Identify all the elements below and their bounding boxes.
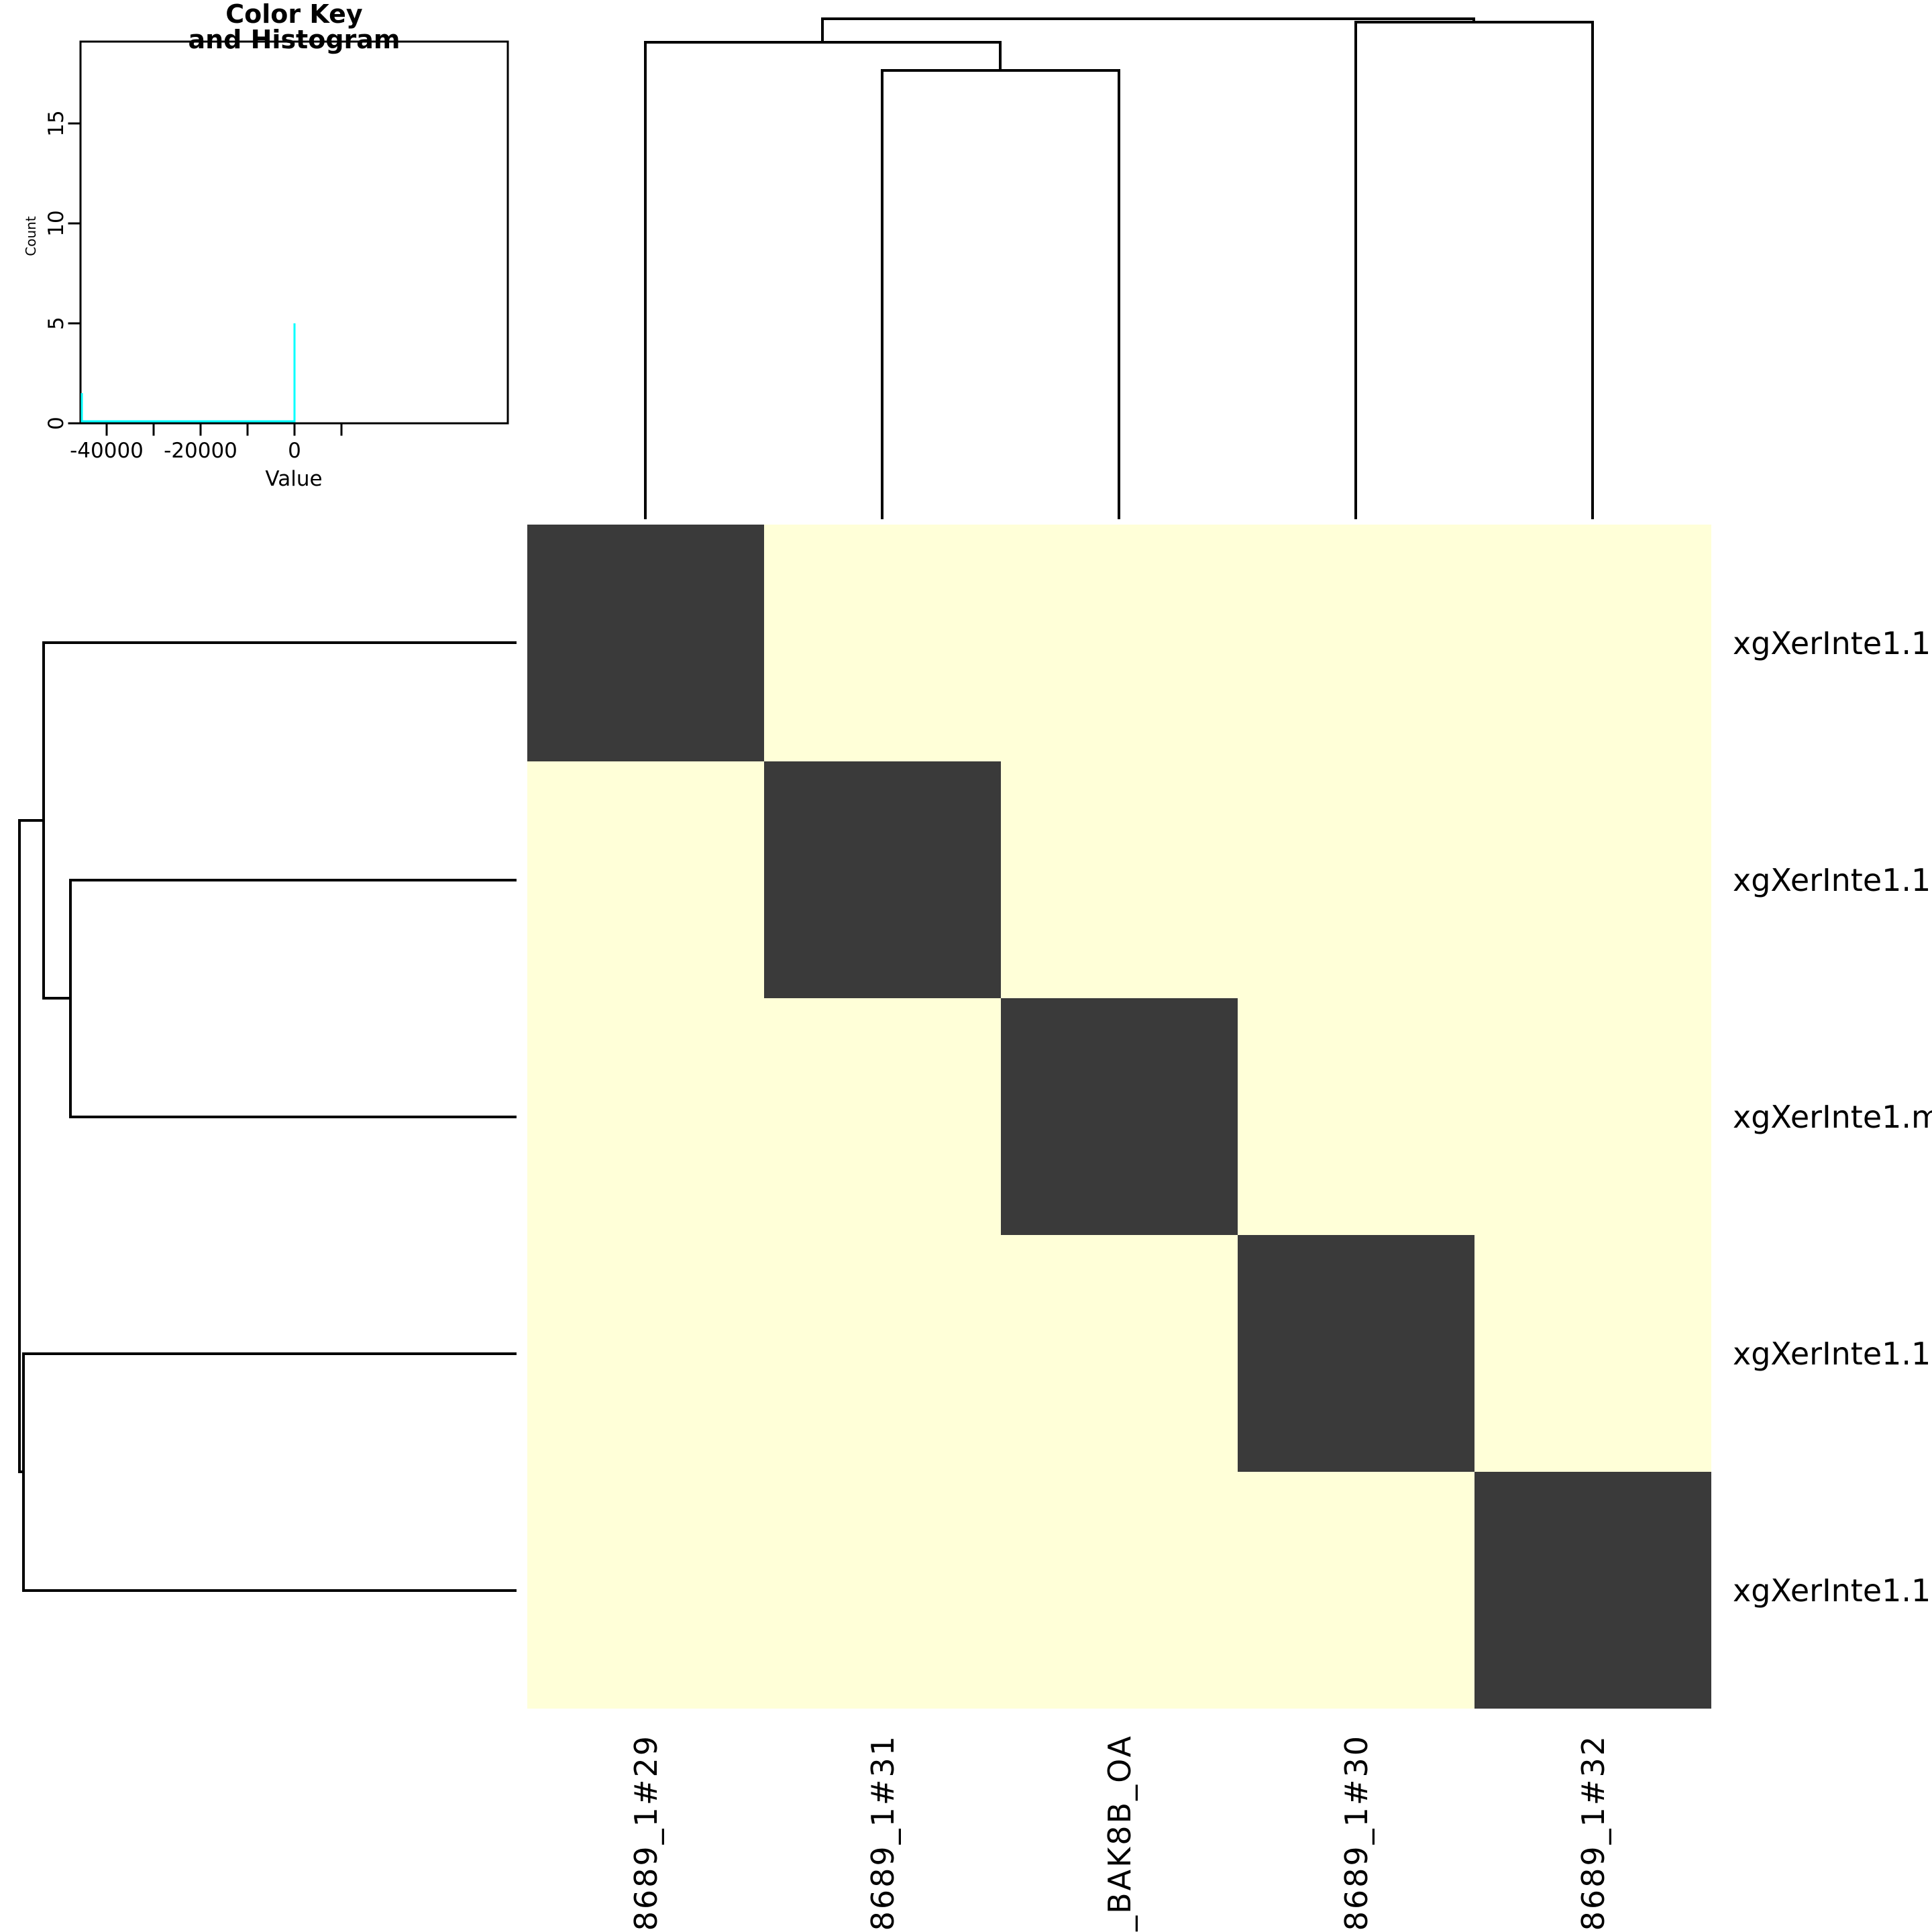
heatmap-cell (764, 998, 1001, 1235)
count-tick-label: 10 (44, 210, 68, 237)
heatmap-cell (527, 761, 764, 998)
heatmap-cell (527, 525, 764, 761)
column-label: 38689_1#29 (627, 1734, 664, 1932)
heatmap-cell (764, 1235, 1001, 1472)
count-tick-label: 0 (44, 417, 68, 430)
value-tick-label: 0 (288, 439, 301, 463)
heatmap-cell (1474, 1472, 1711, 1709)
heatmap-cell (1001, 998, 1238, 1235)
column-label: 38689_1#32 (1574, 1734, 1611, 1932)
heatmap-cell (1238, 1472, 1474, 1709)
key-histogram-trace (80, 323, 296, 423)
heatmap-cell (527, 1235, 764, 1472)
color-key-title-line1: Color Key (225, 0, 363, 29)
color-key-ylabel: Count (23, 216, 39, 256)
row-label: xgXerInte1.10 (1733, 861, 1932, 898)
value-tick-label: -40000 (70, 439, 144, 463)
heatmap-cell (1001, 761, 1238, 998)
heatmap-cell (764, 525, 1001, 761)
row-label: xgXerInte1.10 (1733, 1572, 1932, 1609)
heatmap-cell (1238, 1235, 1474, 1472)
heatmap-cell (1238, 525, 1474, 761)
heatmap-cell (1474, 761, 1711, 998)
row-label: xgXerInte1.10 (1733, 1335, 1932, 1372)
row-label: xgXerInte1.10 (1733, 625, 1932, 661)
heatmap-cell (1238, 761, 1474, 998)
heatmap-cell (1001, 525, 1238, 761)
heatmap-cell (1001, 1235, 1238, 1472)
heatmap-cell (527, 1472, 764, 1709)
heatmap-cell (1474, 998, 1711, 1235)
color-key-title-line2: and Histogram (188, 25, 400, 54)
count-tick-label: 5 (44, 317, 68, 330)
column-label: 38689_1#30 (1338, 1734, 1375, 1932)
color-key-xlabel: Value (265, 467, 323, 491)
heatmap-cell (1474, 525, 1711, 761)
column-label: 38689_1#31 (864, 1734, 901, 1932)
heatmap-cell (1001, 1472, 1238, 1709)
value-tick-label: -20000 (164, 439, 237, 463)
row-label: xgXerInte1.m (1733, 1098, 1932, 1135)
column-label: 2_BAK8B_OA (1101, 1734, 1138, 1932)
heatmap-cell (764, 761, 1001, 998)
heatmap-cell (1238, 998, 1474, 1235)
count-tick-label: 15 (44, 110, 68, 137)
heatmap-cell (764, 1472, 1001, 1709)
heatmap-cell (527, 998, 764, 1235)
heatmap-cell (1474, 1235, 1711, 1472)
